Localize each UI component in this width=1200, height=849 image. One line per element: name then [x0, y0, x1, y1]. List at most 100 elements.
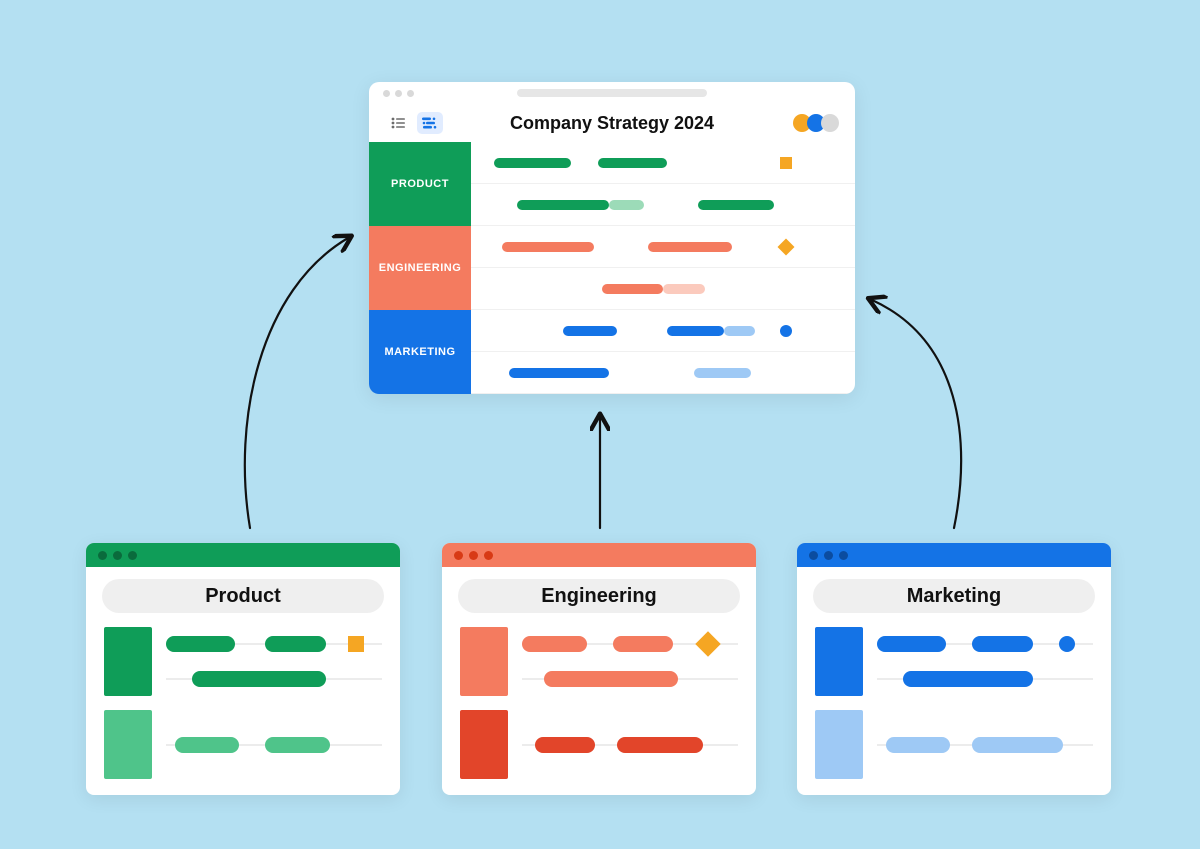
row-block[interactable] — [104, 627, 152, 696]
traffic-lights — [383, 90, 414, 97]
small-titlebar — [797, 543, 1111, 567]
small-row — [815, 627, 1093, 696]
small-titlebar — [442, 543, 756, 567]
main-title: Company Strategy 2024 — [510, 113, 714, 134]
traffic-light-dot — [113, 551, 122, 560]
timeline-bar[interactable] — [972, 737, 1063, 753]
avatars — [797, 114, 839, 132]
small-lane — [166, 636, 382, 652]
marketing-window: Marketing — [797, 543, 1111, 795]
timeline-bar[interactable] — [609, 200, 644, 210]
small-row — [104, 710, 382, 779]
list-view-button[interactable] — [385, 112, 411, 134]
timeline-bar[interactable] — [663, 284, 705, 294]
small-titlebar — [86, 543, 400, 567]
square-marker — [348, 636, 364, 652]
small-lane — [166, 737, 382, 753]
diamond-marker — [695, 632, 720, 657]
timeline-bar[interactable] — [522, 636, 587, 652]
traffic-light-dot — [469, 551, 478, 560]
list-icon — [391, 117, 405, 129]
small-lane — [166, 671, 382, 687]
timeline-bar[interactable] — [563, 326, 617, 336]
small-lane — [522, 636, 738, 652]
traffic-light-dot — [98, 551, 107, 560]
row-block[interactable] — [460, 710, 508, 779]
timeline-bar[interactable] — [166, 636, 235, 652]
row-block[interactable] — [815, 710, 863, 779]
timeline-bar[interactable] — [667, 326, 725, 336]
timeline-bar[interactable] — [509, 368, 609, 378]
avatar — [821, 114, 839, 132]
timeline-bar[interactable] — [535, 737, 595, 753]
timeline-bar[interactable] — [886, 737, 951, 753]
timeline-bar[interactable] — [972, 636, 1032, 652]
small-lanes — [166, 710, 382, 779]
timeline-view-button[interactable] — [417, 112, 443, 134]
small-lanes — [877, 627, 1093, 696]
timeline-icon — [422, 117, 438, 129]
traffic-light-dot — [484, 551, 493, 560]
timeline-bar[interactable] — [602, 284, 663, 294]
square-marker — [780, 157, 792, 169]
timeline-bar[interactable] — [544, 671, 678, 687]
circle-marker — [780, 325, 792, 337]
traffic-light-dot — [809, 551, 818, 560]
flow-arrow — [872, 300, 961, 528]
marketing-title: Marketing — [813, 579, 1095, 613]
main-body: PRODUCTENGINEERINGMARKETING — [369, 142, 855, 394]
dept-label-engineering[interactable]: ENGINEERING — [369, 226, 471, 310]
row-block[interactable] — [104, 710, 152, 779]
view-toggle — [385, 112, 443, 134]
small-row — [815, 710, 1093, 779]
timeline-bar[interactable] — [598, 158, 667, 168]
timeline-bar[interactable] — [698, 200, 775, 210]
timeline-bar[interactable] — [192, 671, 326, 687]
small-lanes — [166, 627, 382, 696]
traffic-light-dot — [454, 551, 463, 560]
dept-label-product[interactable]: PRODUCT — [369, 142, 471, 226]
timeline-bar[interactable] — [265, 636, 325, 652]
product-window: Product — [86, 543, 400, 795]
traffic-light-dot — [824, 551, 833, 560]
engineering-window: Engineering — [442, 543, 756, 795]
timeline-bar[interactable] — [494, 158, 571, 168]
timeline-bar[interactable] — [724, 326, 755, 336]
timeline-bar[interactable] — [502, 242, 594, 252]
timeline-bar[interactable] — [613, 636, 673, 652]
timeline-bar[interactable] — [877, 636, 946, 652]
small-lanes — [877, 710, 1093, 779]
small-body — [442, 623, 756, 795]
timeline-bar[interactable] — [903, 671, 1033, 687]
timeline-bar[interactable] — [648, 242, 732, 252]
flow-arrow — [245, 238, 348, 528]
small-body — [86, 623, 400, 795]
small-lane — [522, 671, 738, 687]
timeline-bar[interactable] — [175, 737, 240, 753]
row-block[interactable] — [815, 627, 863, 696]
small-lane — [522, 737, 738, 753]
traffic-light-dot — [407, 90, 414, 97]
diamond-marker — [777, 239, 794, 256]
small-row — [104, 627, 382, 696]
small-lane — [877, 737, 1093, 753]
circle-marker — [1059, 636, 1075, 652]
small-row — [460, 627, 738, 696]
main-grid — [471, 142, 855, 394]
engineering-title: Engineering — [458, 579, 740, 613]
dept-label-marketing[interactable]: MARKETING — [369, 310, 471, 394]
traffic-light-dot — [839, 551, 848, 560]
product-title: Product — [102, 579, 384, 613]
main-window: Company Strategy 2024 PRODUCTENGINEERING… — [369, 82, 855, 394]
small-row — [460, 710, 738, 779]
small-lanes — [522, 627, 738, 696]
small-lane — [877, 671, 1093, 687]
timeline-bar[interactable] — [617, 737, 703, 753]
timeline-bar[interactable] — [265, 737, 330, 753]
small-body — [797, 623, 1111, 795]
dept-labels: PRODUCTENGINEERINGMARKETING — [369, 142, 471, 394]
timeline-bar[interactable] — [694, 368, 752, 378]
row-block[interactable] — [460, 627, 508, 696]
main-titlebar — [369, 82, 855, 104]
timeline-bar[interactable] — [517, 200, 609, 210]
